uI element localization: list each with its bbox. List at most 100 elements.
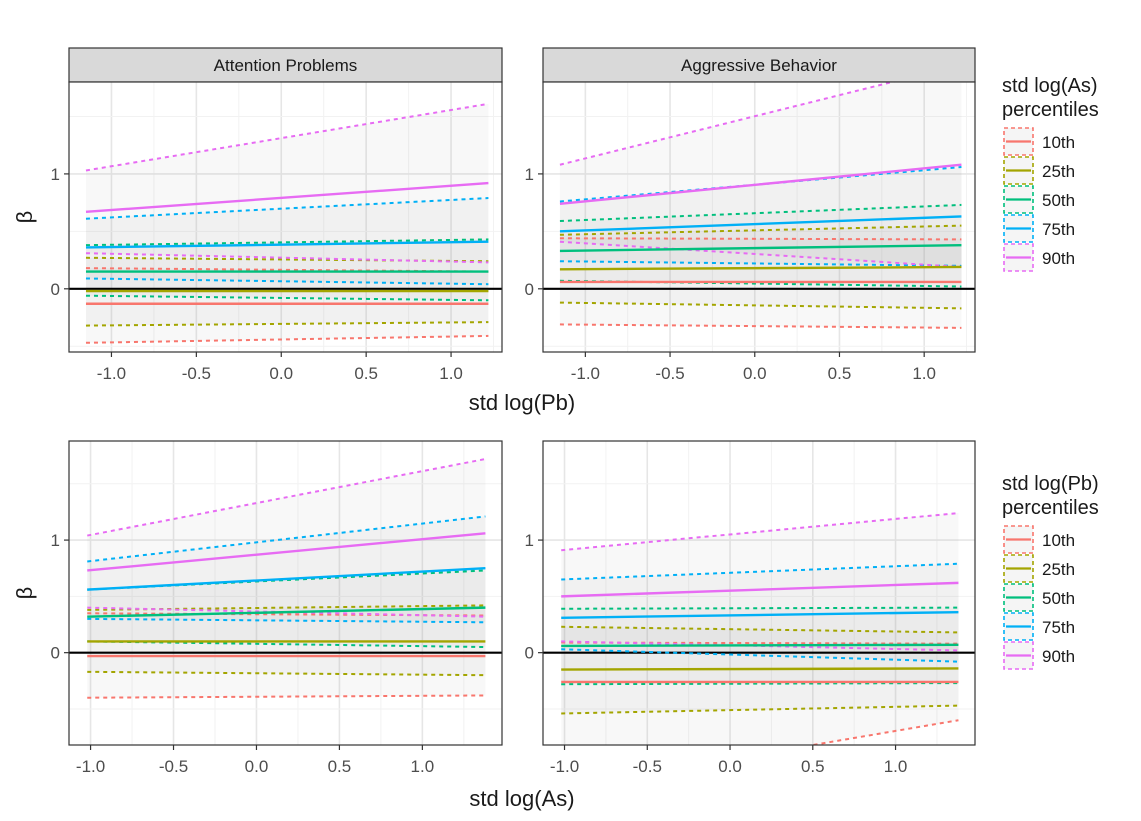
legend-entry-50th: 50th [1003,583,1075,612]
y-tick-label: 1 [525,165,534,184]
estimate-line-75th [87,567,486,591]
y-tick-label: 0 [525,280,534,299]
estimate-line-75th [559,215,962,233]
legend-title: std log(Pb) percentiles [1002,473,1099,519]
estimate-line-75th [85,240,489,249]
legend-title-line: std log(Pb) [1002,473,1099,495]
legend-entry-25th: 25th [1003,554,1075,583]
x-tick-label: -0.5 [159,757,188,776]
facet-strip-label: Aggressive Behavior [681,56,837,75]
x-tick-label: -0.5 [655,364,684,383]
panel-border [542,440,976,746]
legend: std log(As) percentiles 10th 25th 50th 75th 90… [1002,75,1099,272]
legend-label: 25th [1042,162,1075,181]
estimate-line-90th [561,581,959,598]
panel-border [542,81,976,353]
ci-upper-90th [561,512,959,552]
ci-ribbon-50th [559,204,962,287]
ci-upper-50th [559,203,962,223]
y-axis-title: β [12,211,37,224]
legend-label: 90th [1042,647,1075,666]
estimate-line-90th [559,163,962,205]
ci-ribbon-75th [559,167,962,266]
ci-lower-75th [559,260,962,267]
ci-upper-90th [87,458,486,537]
ci-lower-75th [85,277,489,286]
x-tick-label: 1.0 [912,364,936,383]
ci-lower-25th [87,670,486,677]
legend-label: 50th [1042,191,1075,210]
x-tick-label: -1.0 [97,364,126,383]
x-axis-title: std log(Pb) [469,390,575,415]
panel-border [68,440,503,746]
estimate-line-50th [561,643,959,648]
ci-upper-75th [561,562,959,581]
ci-lower-25th [561,704,959,715]
legend-title-line: percentiles [1002,497,1099,519]
x-tick-label: 0.0 [245,757,269,776]
legend: std log(Pb) percentiles 10th 25th 50th 75th 90… [1002,473,1099,670]
legend-label: 10th [1042,133,1075,152]
x-tick-label: 0.0 [718,757,742,776]
y-tick-label: 1 [525,531,534,550]
estimate-line-50th [559,243,962,253]
estimate-line-25th [559,265,962,271]
series-layer [69,458,502,699]
ci-lower-50th [85,294,489,302]
ci-lower-10th [559,323,962,329]
legend-entry-90th: 90th [1003,243,1075,272]
ci-upper-75th [85,197,489,220]
x-tick-label: 0.5 [828,364,852,383]
grid-lines [543,441,975,745]
ci-lower-90th [561,640,959,652]
y-tick-label: 0 [51,644,60,663]
ci-upper-50th [85,238,489,247]
ci-upper-10th [559,237,962,241]
x-tick-label: -1.0 [571,364,600,383]
ci-lower-75th [561,648,959,663]
ci-ribbon-50th [87,570,486,648]
x-tick-label: 1.0 [884,757,908,776]
x-tick-label: 0.0 [743,364,767,383]
legend-entry-10th: 10th [1003,127,1075,156]
ci-upper-10th [85,267,489,273]
estimate-line-50th [87,606,486,618]
x-axis-title: std log(As) [469,786,574,811]
y-tick-label: 1 [51,531,60,550]
ci-lower-90th [559,240,962,268]
y-tick-label: 0 [51,280,60,299]
legend-title: std log(As) percentiles [1002,75,1099,121]
facet-strip [542,47,976,83]
ci-ribbon-90th [87,459,486,617]
ci-lower-10th [87,694,486,699]
legend-label: 25th [1042,560,1075,579]
x-tick-label: 1.0 [411,757,435,776]
ci-lower-90th [87,606,486,618]
y-tick-label: 1 [51,165,60,184]
panel-background [543,441,975,745]
x-tick-label: -1.0 [76,757,105,776]
legend-title-line: percentiles [1002,99,1099,121]
ci-upper-50th [561,606,959,610]
grid-lines [69,441,502,745]
series-layer [543,82,975,329]
ci-upper-75th [87,515,486,563]
ci-lower-25th [559,301,962,310]
estimate-line-25th [561,667,959,671]
facet-strip [68,47,503,83]
legend-entry-90th: 90th [1003,641,1075,670]
x-tick-label: 0.5 [801,757,825,776]
panel-2-2: -1.0 -0.5 0.0 0.5 1.0 0 1 [525,440,976,776]
estimate-line-75th [561,610,959,619]
legend-entry-75th: 75th [1003,214,1075,243]
ci-upper-90th [85,102,489,172]
ci-lower-75th [87,617,486,624]
x-tick-label: 1.0 [439,364,463,383]
x-tick-label: -0.5 [182,364,211,383]
ci-ribbon-75th [561,563,959,662]
estimate-line-90th [87,532,486,572]
panel-background [69,82,502,352]
panel-background [69,441,502,745]
y-axis-title: β [12,587,37,600]
panel-border [68,81,503,353]
